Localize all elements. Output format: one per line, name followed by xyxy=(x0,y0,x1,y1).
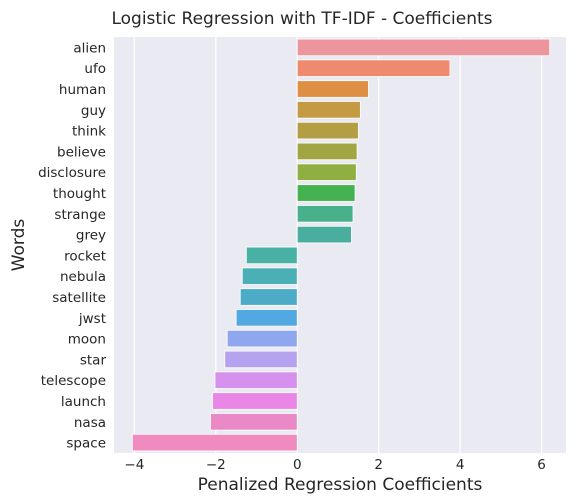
x-tick-label: −2 xyxy=(206,457,226,473)
bar-human xyxy=(296,80,369,98)
y-tick-label: grey xyxy=(76,228,106,244)
bar-jwst xyxy=(235,309,298,327)
y-tick-label: nebula xyxy=(60,269,106,285)
x-tick-label: 0 xyxy=(293,457,302,473)
bar-alien xyxy=(296,38,551,57)
bar-think xyxy=(296,121,359,140)
bars xyxy=(131,38,551,452)
x-tick-label: 2 xyxy=(374,457,383,473)
y-tick-label: think xyxy=(72,124,106,140)
x-tick-label: −4 xyxy=(124,457,144,473)
y-tick-label: launch xyxy=(61,394,106,410)
bar-ufo xyxy=(296,59,451,77)
bar-satellite xyxy=(239,288,298,306)
y-tick-label: satellite xyxy=(52,290,106,306)
y-tick-label: disclosure xyxy=(38,165,106,181)
x-axis-label: Penalized Regression Coefficients xyxy=(198,475,483,495)
bar-space xyxy=(131,433,298,452)
bar-telescope xyxy=(214,371,298,389)
y-axis-label: Words xyxy=(9,219,29,272)
bar-believe xyxy=(296,142,358,161)
bar-launch xyxy=(212,392,298,410)
y-tick-label: ufo xyxy=(84,61,106,77)
y-tick-label: rocket xyxy=(64,248,106,264)
y-tick-label: strange xyxy=(54,207,106,223)
bar-star xyxy=(224,350,298,369)
bar-rocket xyxy=(245,246,298,265)
y-tick-label: thought xyxy=(53,186,106,202)
bar-nebula xyxy=(241,267,298,285)
y-tick-label: star xyxy=(80,352,107,368)
bar-guy xyxy=(296,101,361,119)
y-tick-label: moon xyxy=(68,332,106,348)
bar-thought xyxy=(296,184,356,202)
y-tick-labels: alien ufo human guy think believe disclosure th… xyxy=(38,40,106,451)
bar-nasa xyxy=(210,413,298,431)
x-tick-labels: −4 −2 0 2 4 6 xyxy=(124,457,545,473)
plot-background xyxy=(114,37,566,453)
y-tick-label: human xyxy=(59,82,106,98)
y-tick-label: jwst xyxy=(78,311,106,327)
bar-strange xyxy=(296,205,354,223)
y-tick-label: nasa xyxy=(74,415,106,431)
x-tick-label: 4 xyxy=(456,457,465,473)
y-tick-label: alien xyxy=(73,40,106,56)
y-tick-label: believe xyxy=(57,144,106,160)
y-tick-label: space xyxy=(66,436,106,452)
bar-grey xyxy=(296,225,352,244)
bar-moon xyxy=(226,329,298,348)
y-tick-label: guy xyxy=(81,103,106,119)
bar-disclosure xyxy=(296,163,357,181)
y-tick-label: telescope xyxy=(41,373,106,389)
chart-title: Logistic Regression with TF-IDF - Coeffi… xyxy=(111,9,492,29)
x-tick-label: 6 xyxy=(537,457,546,473)
